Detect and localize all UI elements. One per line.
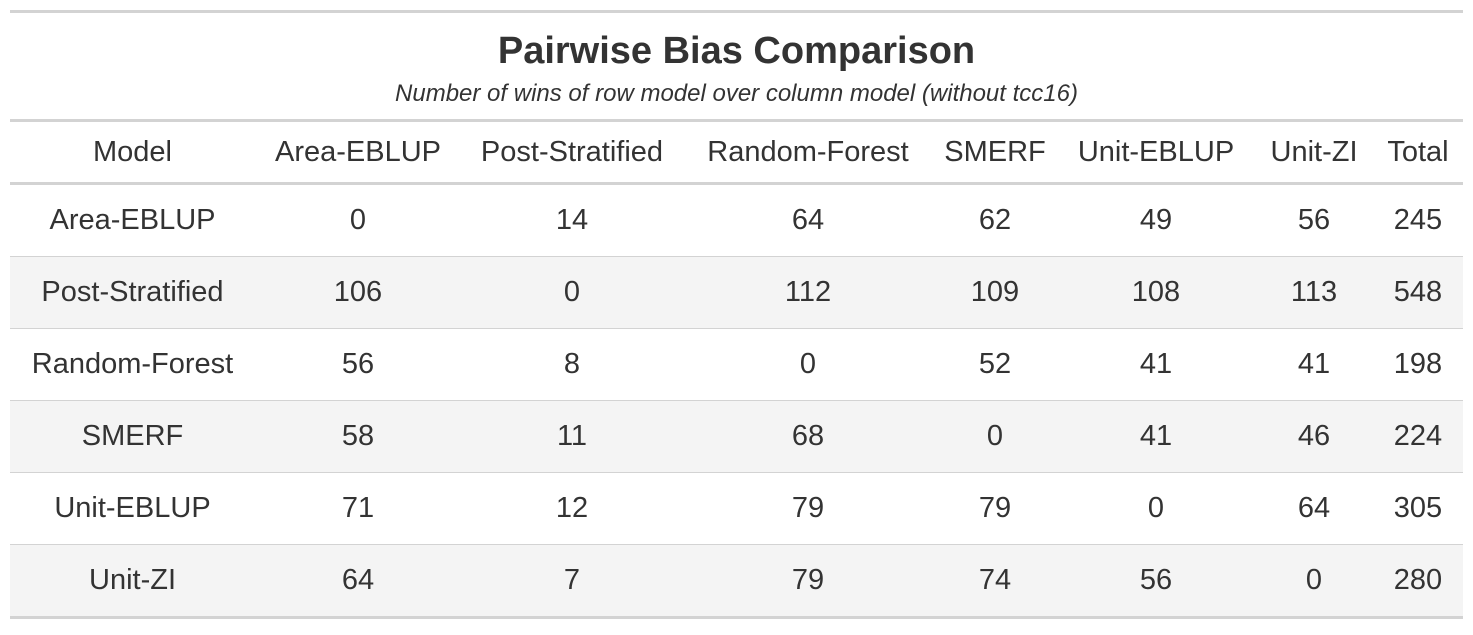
- row-label-cell: Area-EBLUP: [10, 183, 255, 257]
- table-cell: 12: [461, 472, 683, 545]
- table-cell: 0: [461, 256, 683, 329]
- column-header-random-forest: Random-Forest: [707, 135, 909, 168]
- column-header-total: Total: [1387, 135, 1449, 168]
- table-row-unit-zi: Unit-ZI 64 7 79 74 56 0 280: [10, 544, 1463, 619]
- comparison-table: Model Area-EBLUP Post-Stratified Random-…: [10, 119, 1463, 619]
- table-cell: 56: [255, 328, 461, 401]
- row-label-cell: Random-Forest: [10, 328, 255, 401]
- table-cell: 58: [255, 400, 461, 473]
- table-cell: 113: [1255, 256, 1373, 329]
- table-cell: 112: [683, 256, 933, 329]
- table-cell: 52: [933, 328, 1057, 401]
- column-header-unit-zi: Unit-ZI: [1270, 135, 1358, 168]
- table-row-area-eblup: Area-EBLUP 0 14 64 62 49 56 245: [10, 183, 1463, 257]
- table-cell: 68: [683, 400, 933, 473]
- table-row-post-stratified: Post-Stratified 106 0 112 109 108 113 54…: [10, 256, 1463, 329]
- table-cell: 0: [933, 400, 1057, 473]
- table-cell: 0: [1255, 544, 1373, 619]
- top-rule: [10, 10, 1463, 13]
- table-cell: 106: [255, 256, 461, 329]
- row-label-cell: SMERF: [10, 400, 255, 473]
- column-header-model: Model: [93, 135, 172, 168]
- table-cell: 109: [933, 256, 1057, 329]
- table-cell: 14: [461, 183, 683, 257]
- table-cell: 46: [1255, 400, 1373, 473]
- total-cell: 280: [1373, 544, 1463, 619]
- table-cell: 41: [1057, 328, 1255, 401]
- table-cell: 41: [1057, 400, 1255, 473]
- row-label-cell: Post-Stratified: [10, 256, 255, 329]
- total-cell: 224: [1373, 400, 1463, 473]
- column-header-post-stratified: Post-Stratified: [480, 135, 664, 168]
- total-cell: 198: [1373, 328, 1463, 401]
- table-cell: 64: [1255, 472, 1373, 545]
- table-cell: 79: [933, 472, 1057, 545]
- table-row-unit-eblup: Unit-EBLUP 71 12 79 79 0 64 305: [10, 472, 1463, 545]
- table-cell: 79: [683, 544, 933, 619]
- table-cell: 49: [1057, 183, 1255, 257]
- table-cell: 64: [683, 183, 933, 257]
- table-cell: 0: [1057, 472, 1255, 545]
- table-subtitle: Number of wins of row model over column …: [395, 80, 1078, 107]
- column-header-smerf: SMERF: [944, 135, 1046, 168]
- row-label-cell: Unit-EBLUP: [10, 472, 255, 545]
- table-cell: 74: [933, 544, 1057, 619]
- total-cell: 548: [1373, 256, 1463, 329]
- total-cell: 245: [1373, 183, 1463, 257]
- row-label-cell: Unit-ZI: [10, 544, 255, 619]
- table-cell: 41: [1255, 328, 1373, 401]
- header-row: Model Area-EBLUP Post-Stratified Random-…: [10, 120, 1463, 184]
- table-cell: 62: [933, 183, 1057, 257]
- table-cell: 0: [255, 183, 461, 257]
- table-row-smerf: SMERF 58 11 68 0 41 46 224: [10, 400, 1463, 473]
- table-title: Pairwise Bias Comparison: [497, 30, 976, 72]
- table-cell: 79: [683, 472, 933, 545]
- column-header-unit-eblup: Unit-EBLUP: [1077, 135, 1235, 168]
- total-cell: 305: [1373, 472, 1463, 545]
- table-cell: 56: [1057, 544, 1255, 619]
- table-cell: 7: [461, 544, 683, 619]
- table-cell: 11: [461, 400, 683, 473]
- table-cell: 0: [683, 328, 933, 401]
- table-row-random-forest: Random-Forest 56 8 0 52 41 41 198: [10, 328, 1463, 401]
- table-cell: 108: [1057, 256, 1255, 329]
- table-cell: 56: [1255, 183, 1373, 257]
- table-container: Pairwise Bias Comparison Number of wins …: [10, 10, 1463, 619]
- table-cell: 64: [255, 544, 461, 619]
- table-cell: 8: [461, 328, 683, 401]
- column-header-area-eblup: Area-EBLUP: [274, 135, 441, 168]
- table-cell: 71: [255, 472, 461, 545]
